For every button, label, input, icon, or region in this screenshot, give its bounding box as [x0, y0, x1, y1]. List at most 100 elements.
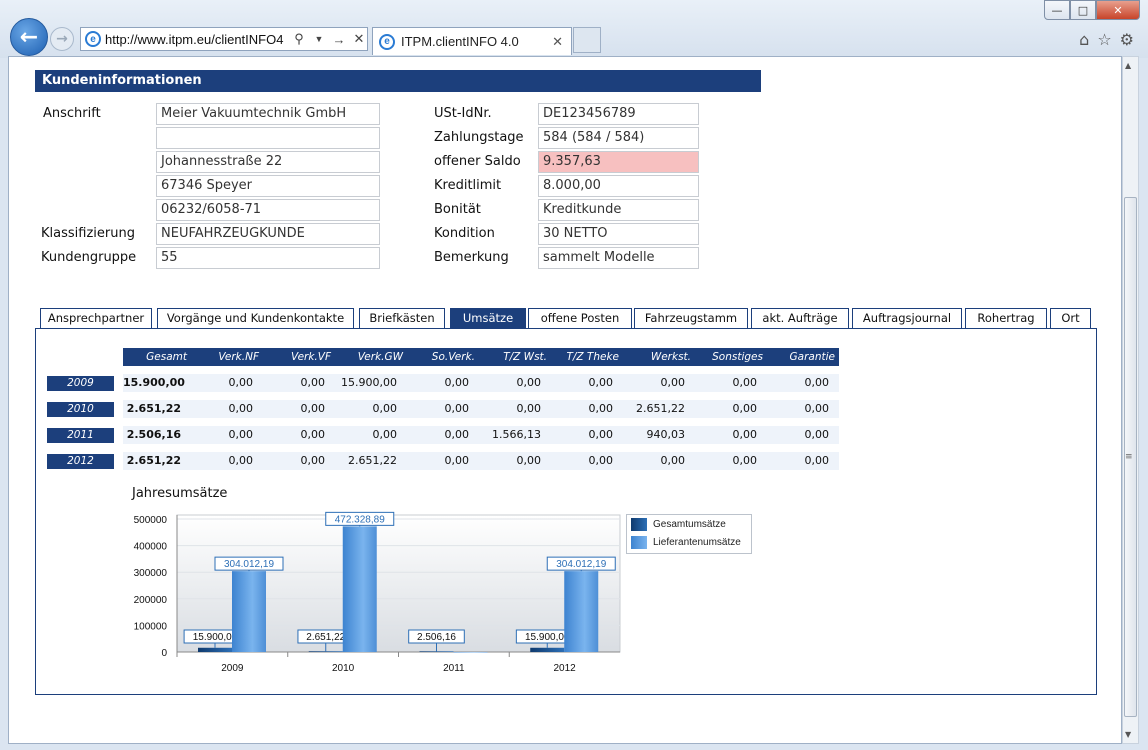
- favorites-star-icon[interactable]: ☆: [1097, 30, 1112, 49]
- close-tab-icon[interactable]: ✕: [552, 33, 563, 49]
- back-button[interactable]: ←: [10, 18, 48, 56]
- home-icon[interactable]: ⌂: [1079, 30, 1090, 49]
- row-year-label[interactable]: 2012: [47, 454, 114, 469]
- tab-divider: [35, 328, 1097, 329]
- bemerkung-field[interactable]: sammelt Modelle: [538, 247, 699, 269]
- forward-button[interactable]: →: [50, 27, 74, 51]
- label-anschrift: Anschrift: [43, 106, 101, 121]
- tab-ort[interactable]: Ort: [1050, 308, 1091, 329]
- close-window-button[interactable]: ✕: [1096, 0, 1140, 20]
- table-cell: 2.651,22: [636, 402, 685, 415]
- table-cell: 0,00: [228, 454, 254, 467]
- kondition-field[interactable]: 30 NETTO: [538, 223, 699, 245]
- table-cell: 2.651,22: [126, 402, 181, 415]
- y-tick-label: 100000: [134, 621, 168, 632]
- dropdown-icon[interactable]: ▼: [314, 34, 324, 44]
- scroll-up-icon[interactable]: ▲: [1125, 61, 1132, 70]
- data-label-box: [214, 556, 284, 571]
- address-url[interactable]: http://www.itpm.eu/clientINFO4: [105, 31, 284, 47]
- table-cell: 0,00: [516, 376, 542, 389]
- offener-saldo-field[interactable]: 9.357,63: [538, 151, 699, 173]
- tab-offene-posten[interactable]: offene Posten: [528, 308, 632, 329]
- table-cell: 0,00: [300, 454, 326, 467]
- bar-lieferanten: [564, 571, 599, 652]
- tab-rohertrag[interactable]: Rohertrag: [965, 308, 1047, 329]
- table-cell: 0,00: [444, 376, 470, 389]
- table-cell: 0,00: [588, 376, 614, 389]
- zahlungstage-field[interactable]: 584 (584 / 584): [538, 127, 699, 149]
- kreditlimit-field[interactable]: 8.000,00: [538, 175, 699, 197]
- ie-logo-icon: e: [379, 33, 395, 50]
- stop-icon[interactable]: ✕: [353, 31, 365, 46]
- scroll-thumb[interactable]: [1124, 197, 1137, 717]
- bar-gesamt: [530, 647, 565, 652]
- table-row[interactable]: 15.900,00 0,00 0,00 15.900,00 0,00 0,00 0,00 0,…: [123, 374, 839, 392]
- vertical-scrollbar[interactable]: ▲ ≡ ▼: [1122, 56, 1139, 744]
- x-tick-label: 2011: [443, 663, 465, 674]
- data-label: 15.900,00: [193, 632, 238, 643]
- bar-lieferanten: [232, 571, 266, 652]
- label-klassifizierung: Klassifizierung: [41, 226, 135, 241]
- minimize-button[interactable]: —: [1044, 0, 1070, 20]
- row-year-label[interactable]: 2011: [47, 428, 114, 443]
- table-cell: 0,00: [804, 402, 830, 415]
- tab-briefkaesten[interactable]: Briefkästen: [359, 308, 445, 329]
- search-icon[interactable]: ⚲: [294, 31, 304, 46]
- bonitaet-field[interactable]: Kreditkunde: [538, 199, 699, 221]
- tab-ansprechpartner[interactable]: Ansprechpartner: [40, 308, 152, 329]
- table-cell: 0,00: [516, 454, 542, 467]
- table-cell: 0,00: [372, 428, 398, 441]
- tab-title: ITPM.clientINFO 4.0: [401, 34, 519, 49]
- address-phone[interactable]: 06232/6058-71: [156, 199, 380, 221]
- row-year-label[interactable]: 2010: [47, 402, 114, 417]
- table-cell: 0,00: [732, 376, 758, 389]
- browser-tab[interactable]: e ITPM.clientINFO 4.0 ✕: [372, 27, 572, 55]
- tab-akt-auftraege[interactable]: akt. Aufträge: [751, 308, 849, 329]
- table-cell: 0,00: [300, 428, 326, 441]
- table-cell: 0,00: [588, 454, 614, 467]
- address-line-2[interactable]: [156, 127, 380, 149]
- tab-umsaetze[interactable]: Umsätze: [450, 308, 526, 329]
- data-label-box: [546, 556, 616, 571]
- table-cell: 0,00: [444, 428, 470, 441]
- legend-swatch-lieferanten: [631, 536, 647, 549]
- table-cell: 0,00: [660, 454, 686, 467]
- y-tick-label: 300000: [134, 568, 168, 579]
- ust-idnr-field[interactable]: DE123456789: [538, 103, 699, 125]
- legend-item-lieferanten: Lieferantenumsätze: [627, 534, 751, 551]
- revenue-bar-chart: 0 100000 200000 300000 400000 500000 2009 15.90…: [134, 511, 621, 674]
- table-cell: 0,00: [660, 376, 686, 389]
- data-label-box: [408, 629, 465, 644]
- address-street[interactable]: Johannesstraße 22: [156, 151, 380, 173]
- scroll-down-icon[interactable]: ▼: [1125, 730, 1132, 739]
- kundengruppe-field[interactable]: 55: [156, 247, 380, 269]
- table-row[interactable]: 2.506,16 0,00 0,00 0,00 0,00 1.566,13 0,00 940,…: [123, 426, 839, 444]
- label-bonitaet: Bonität: [434, 202, 481, 217]
- tab-auftragsjournal[interactable]: Auftragsjournal: [852, 308, 962, 329]
- address-bar[interactable]: e http://www.itpm.eu/clientINFO4 ⚲ ▼ → ✕: [80, 27, 368, 51]
- go-arrow-icon[interactable]: →: [332, 31, 346, 47]
- table-cell: 940,03: [646, 428, 686, 441]
- table-cell: 0,00: [804, 454, 830, 467]
- klassifizierung-field[interactable]: NEUFAHRZEUGKUNDE: [156, 223, 380, 245]
- legend-item-gesamt: Gesamtumsätze: [627, 516, 751, 533]
- table-cell: 0,00: [516, 402, 542, 415]
- data-label-box: [325, 511, 395, 526]
- x-tick-label: 2009: [221, 663, 244, 674]
- address-city[interactable]: 67346 Speyer: [156, 175, 380, 197]
- address-line-1[interactable]: Meier Vakuumtechnik GmbH: [156, 103, 380, 125]
- table-cell: 0,00: [804, 428, 830, 441]
- table-cell: 15.900,00: [123, 376, 185, 389]
- tab-fahrzeugstamm[interactable]: Fahrzeugstamm: [634, 308, 748, 329]
- row-year-label[interactable]: 2009: [47, 376, 114, 391]
- table-row[interactable]: 2.651,22 0,00 0,00 0,00 0,00 0,00 0,00 2.651,22…: [123, 400, 839, 418]
- settings-gear-icon[interactable]: ⚙: [1119, 30, 1134, 49]
- table-row[interactable]: 2.651,22 0,00 0,00 2.651,22 0,00 0,00 0,00 0,00…: [123, 452, 839, 470]
- col-verk-nf: Verk.NF: [218, 351, 259, 363]
- label-kundengruppe: Kundengruppe: [41, 250, 137, 265]
- table-header: Gesamt Verk.NF Verk.VF Verk.GW So.Verk. …: [123, 348, 839, 366]
- new-tab-button[interactable]: [573, 27, 601, 53]
- maximize-button[interactable]: □: [1070, 0, 1096, 20]
- table-cell: 0,00: [732, 454, 758, 467]
- tab-vorgaenge[interactable]: Vorgänge und Kundenkontakte: [157, 308, 354, 329]
